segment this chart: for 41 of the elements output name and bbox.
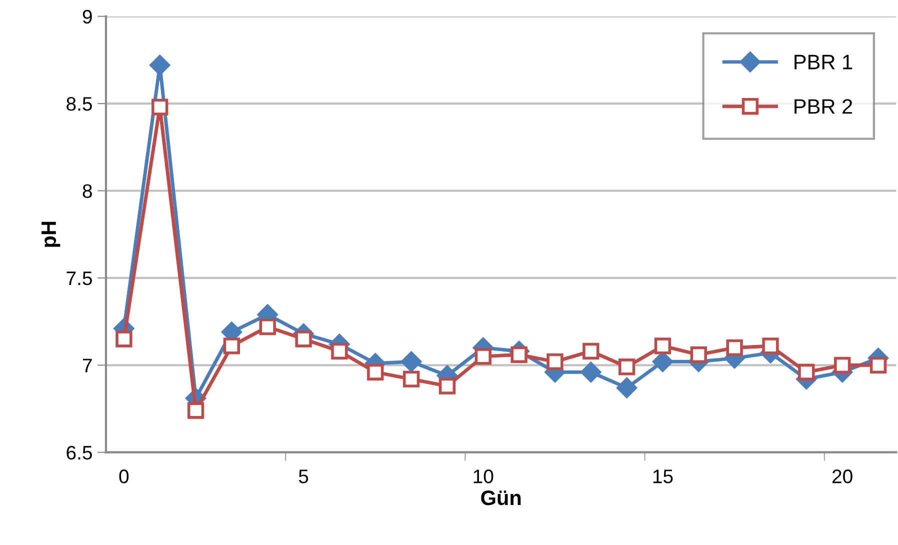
- y-tick-label: 8: [82, 184, 92, 198]
- point: [331, 342, 348, 360]
- point: [618, 358, 636, 376]
- legend-label: PBR 1: [794, 54, 852, 70]
- point: [726, 339, 743, 356]
- point: [580, 362, 602, 382]
- point: [582, 342, 600, 360]
- point: [401, 351, 422, 372]
- x-tick-label: 0: [119, 470, 129, 484]
- point: [474, 348, 492, 365]
- y-tick-label: 6.5: [66, 446, 92, 460]
- point: [546, 353, 564, 370]
- point: [116, 330, 132, 348]
- y-axis-title: pH: [42, 222, 60, 247]
- y-tick-label: 9: [82, 10, 92, 24]
- point: [150, 54, 170, 76]
- x-tick-label: 15: [653, 470, 673, 484]
- legend-label: PBR 2: [794, 99, 852, 114]
- point: [798, 364, 815, 380]
- point: [870, 356, 887, 374]
- point: [367, 364, 384, 380]
- point: [402, 370, 420, 388]
- x-tick-label: 10: [474, 470, 494, 484]
- point: [259, 318, 276, 336]
- point: [152, 98, 168, 116]
- x-axis-title: Gün: [481, 490, 521, 506]
- y-tick-label: 7: [82, 358, 92, 372]
- point: [654, 338, 672, 354]
- point: [295, 330, 312, 348]
- point: [187, 402, 204, 419]
- point: [510, 346, 528, 364]
- point: [834, 356, 851, 374]
- y-tick-label: 7.5: [66, 272, 92, 286]
- point: [616, 378, 638, 398]
- point: [438, 378, 456, 394]
- x-tick-label: 20: [832, 470, 852, 484]
- point: [690, 346, 707, 364]
- point: [223, 338, 240, 354]
- point: [762, 338, 779, 354]
- x-tick-label: 5: [298, 470, 308, 484]
- y-tick-label: 8.5: [66, 97, 92, 111]
